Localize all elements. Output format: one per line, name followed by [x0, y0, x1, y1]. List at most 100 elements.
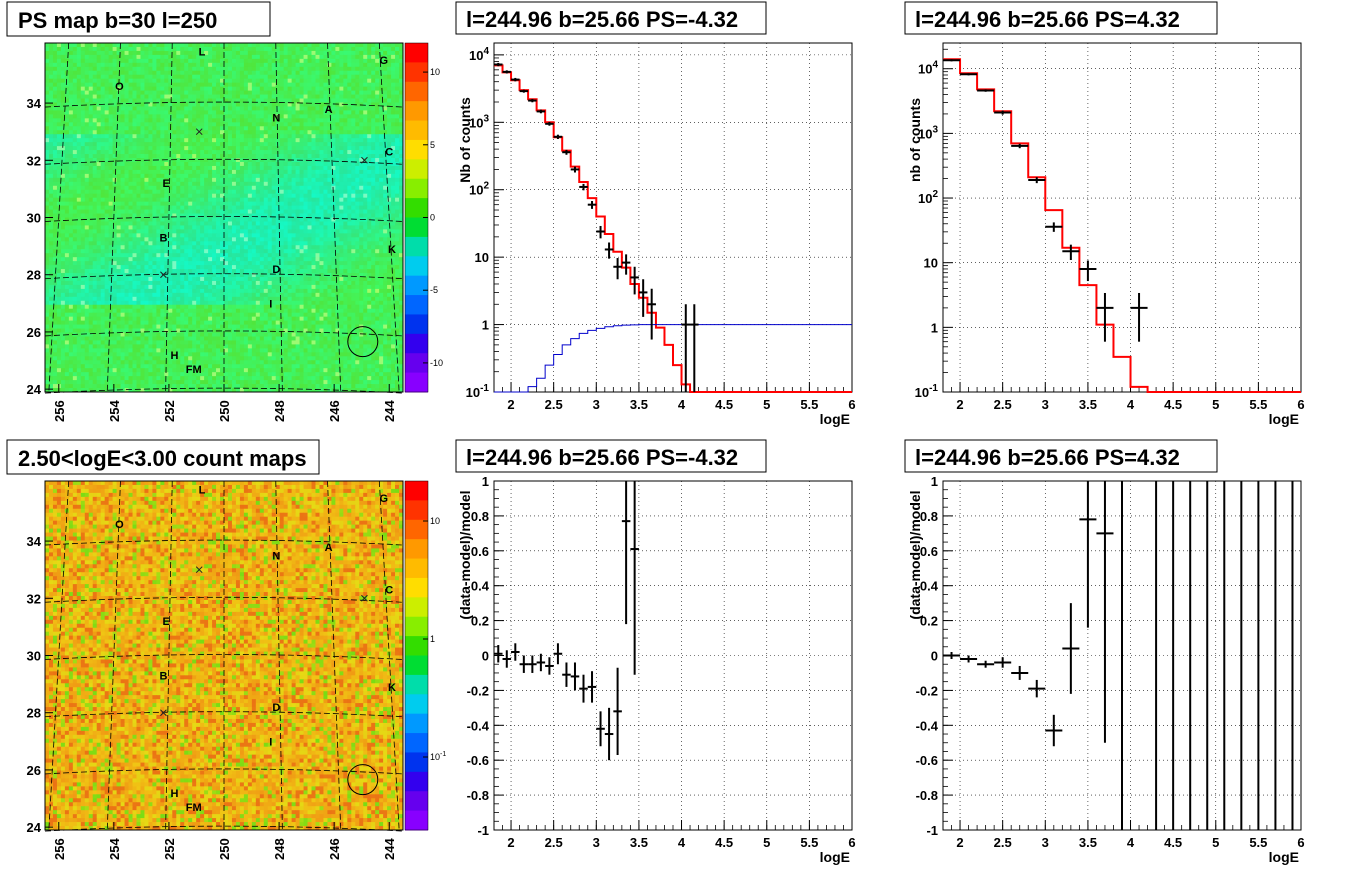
map-x-tick-label: 256 — [52, 400, 67, 422]
data-point — [943, 59, 961, 62]
y-tick-label: 10 — [924, 256, 938, 271]
source-label: N — [272, 112, 280, 124]
data-point — [943, 652, 961, 659]
colorbar-cell — [405, 120, 428, 141]
ylabel-res-neg: (data-model)/model — [457, 490, 473, 619]
colorbar-cell — [405, 178, 428, 199]
colorbar-tick-label: -5 — [430, 285, 438, 295]
colorbar-tick-label: -10 — [430, 358, 443, 368]
data-point — [528, 655, 537, 673]
x-tick-label: 2.5 — [994, 397, 1012, 412]
source-label: FM — [186, 364, 202, 376]
x-tick-label: 2.5 — [994, 835, 1012, 850]
x-tick-label: 4 — [1127, 397, 1135, 412]
x-tick-label: 3.5 — [630, 397, 648, 412]
x-tick-label: 5.5 — [1249, 397, 1267, 412]
map-x-tick-label: 254 — [107, 400, 122, 422]
source-label: O — [115, 81, 124, 93]
x-tick-label: 5.5 — [800, 397, 818, 412]
map-graticule — [44, 42, 404, 394]
colorbar-cell — [405, 791, 428, 812]
x-tick-label: 4.5 — [1164, 397, 1182, 412]
y-tick-label: 0.6 — [471, 544, 489, 559]
data-point — [1096, 292, 1114, 342]
y-tick-label: 0.4 — [920, 579, 939, 594]
x-tick-label: 3.5 — [630, 835, 648, 850]
map-y-tick-label: 28 — [27, 268, 41, 283]
map-y-tick-label: 24 — [27, 382, 42, 397]
data-point — [570, 662, 580, 691]
colorbar-cell — [405, 713, 428, 734]
data-point — [1028, 679, 1046, 698]
map-y-tick-label: 30 — [27, 211, 41, 226]
data-point — [494, 645, 503, 663]
data-point — [647, 288, 656, 340]
data-point — [536, 653, 546, 672]
map-x-tick-label: 250 — [217, 400, 232, 422]
data-point — [630, 266, 639, 295]
target-circle — [347, 764, 379, 796]
x-tick-label: 6 — [848, 397, 855, 412]
data-point — [994, 657, 1012, 668]
cross-marker — [195, 566, 203, 574]
ylabel-res-pos: (data-model)/model — [907, 490, 923, 619]
colorbar-cell — [405, 198, 428, 218]
xlabel-res-pos: logE — [1269, 849, 1299, 865]
source-label: C — [385, 585, 393, 597]
colorbar-tick-label: 10 — [430, 67, 440, 77]
x-tick-label: 3.5 — [1079, 835, 1097, 850]
data-point — [1045, 222, 1063, 232]
data-point — [604, 707, 614, 761]
source-label: G — [379, 55, 388, 67]
data-point — [562, 149, 571, 155]
source-label: B — [159, 233, 167, 245]
colorbar-cell — [405, 752, 428, 773]
source-label: L — [199, 485, 206, 497]
map-x-tick-label: 250 — [217, 838, 232, 860]
y-tick-label: 0.6 — [920, 544, 938, 559]
source-label: FM — [186, 802, 202, 814]
data-point — [621, 254, 631, 275]
y-tick-exponent: 4 — [483, 46, 489, 57]
x-tick-label: 6 — [848, 835, 855, 850]
x-tick-label: 4 — [1127, 835, 1135, 850]
colorbar-cell — [405, 771, 428, 792]
data-point — [1096, 481, 1114, 743]
x-tick-label: 6 — [1297, 397, 1304, 412]
data-point — [613, 258, 622, 280]
data-point — [1011, 143, 1029, 149]
map-x-tick-label: 244 — [382, 838, 397, 860]
source-label: L — [199, 47, 206, 59]
data-point — [960, 655, 978, 663]
ylabel-spec-pos: nb of counts — [907, 98, 923, 182]
y-tick-exponent: 2 — [483, 181, 489, 192]
y-tick-exponent: 3 — [932, 124, 938, 135]
colorbar-cell — [405, 236, 428, 257]
y-tick-label: -0.8 — [467, 788, 489, 803]
colorbar-cell — [405, 694, 428, 715]
colorbar-cell — [405, 733, 428, 753]
source-label: G — [379, 493, 388, 505]
source-label: C — [385, 147, 393, 159]
x-tick-label: 2.5 — [545, 397, 563, 412]
data-point — [977, 89, 995, 92]
x-tick-label: 3.5 — [1079, 397, 1097, 412]
x-tick-label: 3 — [593, 397, 600, 412]
model-step-line — [943, 58, 1301, 393]
exposure-step-line — [494, 324, 852, 393]
colorbar-cell — [405, 577, 428, 598]
y-tick-label: 0.8 — [920, 509, 938, 524]
colorbar-cell — [405, 655, 428, 676]
y-tick-label: -0.6 — [467, 753, 489, 768]
x-tick-label: 2 — [956, 835, 963, 850]
xlabel-res-neg: logE — [820, 849, 850, 865]
cross-marker — [160, 709, 167, 717]
svg-text:l=244.96 b=25.66 PS=-4.32: l=244.96 b=25.66 PS=-4.32 — [466, 445, 738, 470]
x-tick-label: 2 — [507, 835, 514, 850]
title-ps-map: PS map b=30 l=250 — [6, 1, 271, 37]
data-point — [1028, 177, 1046, 184]
x-tick-label: 5.5 — [1249, 835, 1267, 850]
map-x-tick-label: 252 — [162, 838, 177, 860]
source-label: A — [325, 542, 333, 554]
data-point — [960, 73, 978, 76]
